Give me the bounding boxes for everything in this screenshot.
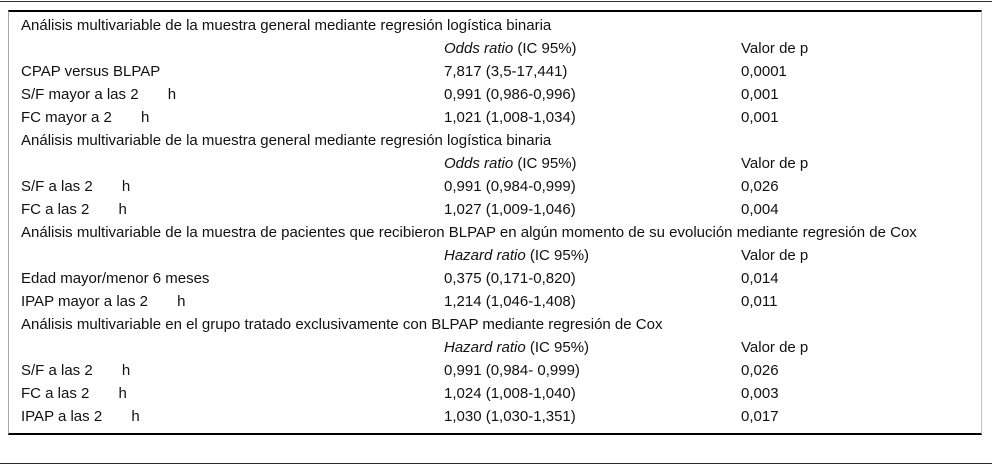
- table-row: FC mayor a 2 h 1,021 (1,008-1,034) 0,001: [9, 106, 981, 129]
- table-row: S/F a las 2 h 0,991 (0,984-0,999) 0,026: [9, 175, 981, 198]
- ratio-column-header: Hazard ratio (IC 95%): [444, 244, 741, 267]
- section-title-text: Análisis multivariable de la muestra de …: [21, 224, 917, 241]
- p-column-header: Valor de p: [741, 247, 809, 264]
- row-p-value: 0,001: [741, 109, 779, 126]
- empty-header-cell: [21, 152, 444, 175]
- empty-header-cell: [21, 37, 444, 60]
- section-title-text: Análisis multivariable de la muestra gen…: [21, 132, 552, 149]
- row-label: FC a las 2 h: [21, 385, 127, 402]
- row-label: S/F mayor a las 2 h: [21, 86, 177, 103]
- multivariable-analysis-table: Análisis multivariable de la muestra gen…: [8, 10, 982, 435]
- table-row: IPAP a las 2 h 1,030 (1,030-1,351) 0,017: [9, 405, 981, 428]
- row-value: 1,214 (1,046-1,408): [444, 293, 576, 310]
- ratio-label-italic: Hazard ratio: [444, 247, 526, 264]
- ci-suffix: (IC 95%): [513, 40, 577, 57]
- ratio-label-italic: Odds ratio: [444, 40, 514, 57]
- table-row: S/F mayor a las 2 h 0,991 (0,986-0,996) …: [9, 83, 981, 106]
- ratio-label-italic: Odds ratio: [444, 155, 514, 172]
- table-row: S/F a las 2 h 0,991 (0,984- 0,999) 0,026: [9, 359, 981, 382]
- ci-suffix: (IC 95%): [525, 247, 590, 264]
- row-value: 0,375 (0,171-0,820): [444, 270, 576, 287]
- section-title: Análisis multivariable de la muestra gen…: [9, 129, 981, 152]
- row-p-value: 0,003: [741, 385, 779, 402]
- table-row: FC a las 2 h 1,027 (1,009-1,046) 0,004: [9, 198, 981, 221]
- p-column-header: Valor de p: [741, 155, 809, 172]
- p-column-header: Valor de p: [741, 339, 809, 356]
- table-header-row: Hazard ratio (IC 95%) Valor de p: [9, 336, 981, 359]
- ratio-label-italic: Hazard ratio: [444, 339, 526, 356]
- empty-header-cell: [21, 244, 444, 267]
- section-title: Análisis multivariable en el grupo trata…: [9, 313, 981, 336]
- section-title-text: Análisis multivariable en el grupo trata…: [21, 316, 663, 333]
- table-header-row: Hazard ratio (IC 95%) Valor de p: [9, 244, 981, 267]
- row-value: 1,024 (1,008-1,040): [444, 385, 576, 402]
- ratio-column-header: Hazard ratio (IC 95%): [444, 336, 741, 359]
- row-value: 0,991 (0,986-0,996): [444, 86, 576, 103]
- section-title: Análisis multivariable de la muestra gen…: [9, 14, 981, 37]
- row-label: S/F a las 2 h: [21, 178, 131, 195]
- table-header-row: Odds ratio (IC 95%) Valor de p: [9, 37, 981, 60]
- section-title: Análisis multivariable de la muestra de …: [9, 221, 981, 244]
- row-value: 7,817 (3,5-17,441): [444, 63, 568, 80]
- row-value: 1,027 (1,009-1,046): [444, 201, 576, 218]
- table-row: FC a las 2 h 1,024 (1,008-1,040) 0,003: [9, 382, 981, 405]
- row-p-value: 0,0001: [741, 63, 787, 80]
- row-label: CPAP versus BLPAP: [21, 63, 161, 80]
- row-p-value: 0,026: [741, 362, 779, 379]
- row-p-value: 0,017: [741, 408, 779, 425]
- table-header-row: Odds ratio (IC 95%) Valor de p: [9, 152, 981, 175]
- row-label: IPAP a las 2 h: [21, 408, 140, 425]
- table-row: IPAP mayor a las 2 h 1,214 (1,046-1,408)…: [9, 290, 981, 313]
- row-p-value: 0,014: [741, 270, 779, 287]
- row-p-value: 0,004: [741, 201, 779, 218]
- row-value: 1,021 (1,008-1,034): [444, 109, 576, 126]
- row-p-value: 0,026: [741, 178, 779, 195]
- table-row: Edad mayor/menor 6 meses 0,375 (0,171-0,…: [9, 267, 981, 290]
- row-label: Edad mayor/menor 6 meses: [21, 270, 210, 287]
- row-p-value: 0,011: [741, 293, 778, 310]
- ci-suffix: (IC 95%): [513, 155, 577, 172]
- row-value: 1,030 (1,030-1,351): [444, 408, 576, 425]
- row-label: FC a las 2 h: [21, 201, 127, 218]
- row-value: 0,991 (0,984- 0,999): [444, 362, 580, 379]
- row-label: IPAP mayor a las 2 h: [21, 293, 186, 310]
- row-label: S/F a las 2 h: [21, 362, 131, 379]
- ratio-column-header: Odds ratio (IC 95%): [444, 152, 741, 175]
- p-column-header: Valor de p: [741, 40, 809, 57]
- section-title-text: Análisis multivariable de la muestra gen…: [21, 17, 552, 34]
- row-p-value: 0,001: [741, 86, 779, 103]
- row-label: FC mayor a 2 h: [21, 109, 150, 126]
- row-value: 0,991 (0,984-0,999): [444, 178, 576, 195]
- empty-header-cell: [21, 336, 444, 359]
- table-row: CPAP versus BLPAP 7,817 (3,5-17,441) 0,0…: [9, 60, 981, 83]
- ci-suffix: (IC 95%): [525, 339, 590, 356]
- ratio-column-header: Odds ratio (IC 95%): [444, 37, 741, 60]
